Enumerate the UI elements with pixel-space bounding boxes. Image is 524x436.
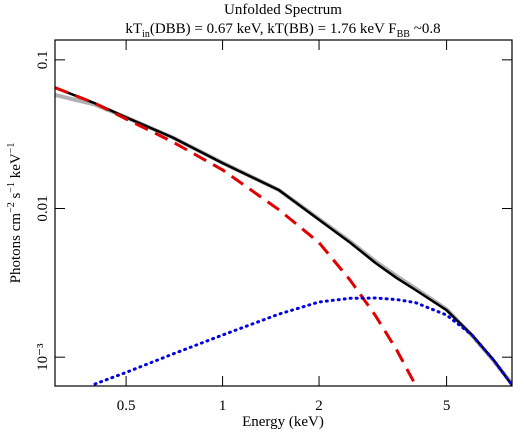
y-label-superscript: −1 [6,143,17,154]
subtitle-part: kT [125,21,142,37]
y-label-part: keV [8,153,24,182]
x-tick-label: 5 [443,398,451,414]
plot-frame [54,39,513,387]
x-axis-label: Energy (keV) [242,414,324,430]
y-tick-label: 0.1 [35,50,51,69]
x-tick-label: 2 [315,398,323,414]
series-line [93,296,512,386]
y-tick-label: 10⁻³ [35,343,51,371]
y-label-superscript: −1 [6,182,17,193]
series-line [55,86,512,386]
y-label-part: s [8,193,24,203]
series-line [55,86,417,386]
chart-subtitle: kTin(DBB) = 0.67 keV, kT(BB) = 1.76 keV … [125,21,440,40]
series-line [55,93,512,386]
y-tick-label: 0.01 [35,195,51,221]
subtitle-part: ~0.8 [410,21,441,37]
plot-area [55,86,512,386]
subtitle-subscript: in [142,29,150,40]
x-tick-label: 1 [219,398,227,414]
subtitle-part: (DBB) = 0.67 keV, kT(BB) = 1.76 keV F [150,21,397,37]
y-label-superscript: −2 [6,202,17,213]
x-tick-label: 0.5 [117,398,136,414]
subtitle-subscript: BB [397,29,411,40]
y-axis-label: Photons cm−2 s−1 keV−1 [6,143,24,284]
y-label-part: Photons cm [8,213,24,284]
chart-title: Unfolded Spectrum [224,2,342,18]
